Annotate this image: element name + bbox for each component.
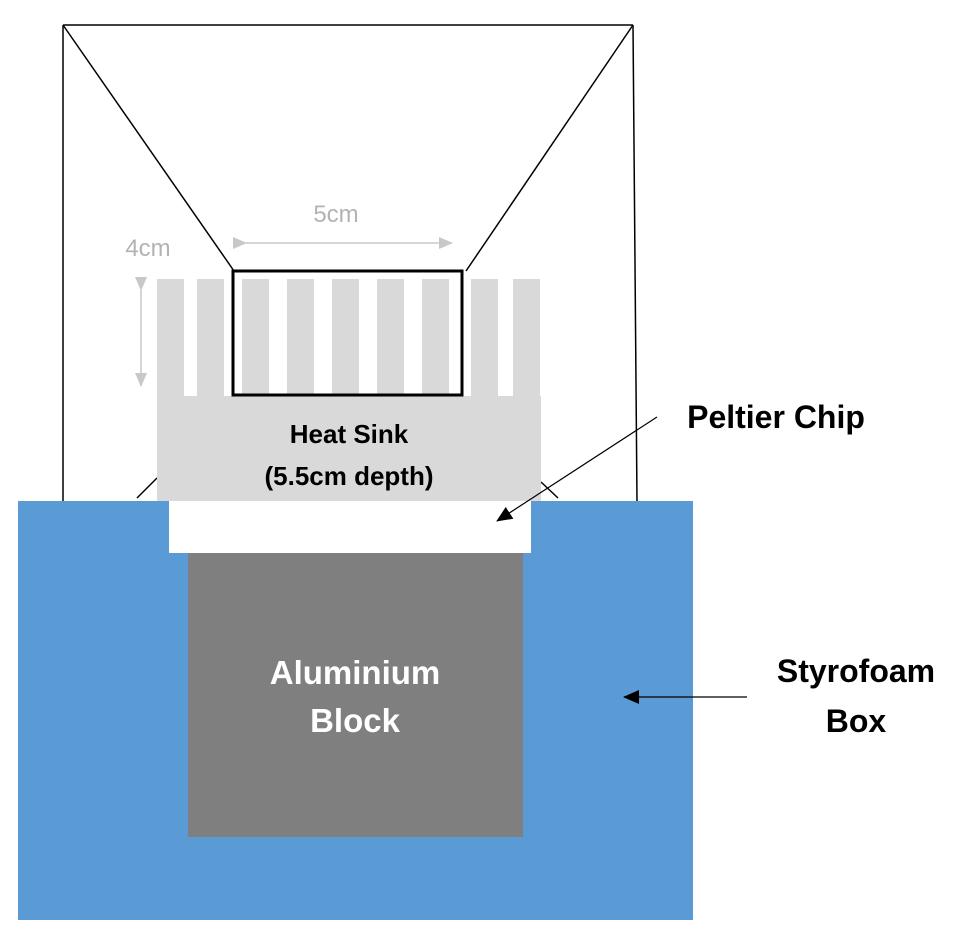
heat-sink-fin [377, 279, 404, 397]
heat-sink-fin [287, 279, 314, 397]
heat-sink-label-line2: (5.5cm depth) [264, 461, 433, 491]
styrofoam-box-label-line2: Box [826, 703, 887, 739]
enclosure-left-diagonal [62, 24, 235, 272]
heat-sink [157, 279, 541, 501]
enclosure-right-stub [540, 481, 559, 499]
heat-sink-fin [197, 279, 224, 397]
enclosure-outline [62, 24, 638, 503]
heat-sink-fin [471, 279, 498, 397]
heat-sink-fin [242, 279, 269, 397]
heat-sink-fin [332, 279, 359, 397]
heat-sink-fin [513, 279, 540, 397]
peltier-chip [169, 501, 531, 553]
fin-highlight-box [231, 269, 464, 397]
peltier-chip-label: Peltier Chip [687, 399, 865, 435]
heat-sink-base [157, 396, 541, 501]
styrofoam-box-label-line1: Styrofoam [777, 653, 935, 689]
enclosure-right-diagonal [465, 24, 634, 272]
heat-sink-label-line1: Heat Sink [290, 419, 409, 449]
height-dimension-label: 4cm [125, 235, 170, 262]
heat-sink-fin [422, 279, 449, 397]
heat-sink-fin [157, 279, 184, 397]
aluminium-block-label-line1: Aluminium [270, 654, 441, 691]
enclosure-right-edge [632, 24, 638, 503]
enclosure-left-stub [136, 477, 158, 499]
aluminium-block [188, 553, 523, 837]
width-dimension-label: 5cm [313, 201, 358, 228]
aluminium-block-label-line2: Block [310, 702, 401, 739]
peltier-pointer-arrow [496, 416, 658, 522]
